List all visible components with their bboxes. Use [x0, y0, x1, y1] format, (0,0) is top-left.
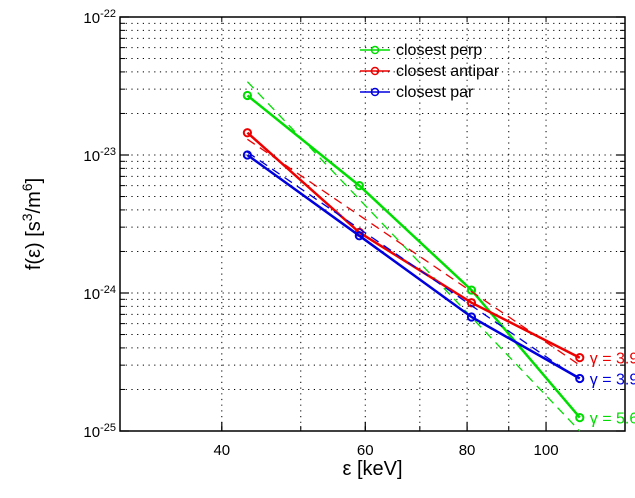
fit-line [247, 138, 581, 366]
data-point [354, 231, 364, 241]
data-point [575, 373, 585, 384]
data-point [466, 285, 477, 295]
data-point [354, 181, 364, 191]
data-point [575, 353, 585, 363]
y-axis-label-end: ] [23, 178, 45, 184]
data-point [242, 150, 252, 160]
x-axis-label: ε [keV] [342, 458, 402, 480]
grid [120, 17, 625, 431]
series [242, 81, 585, 432]
y-tick-base: 10 [83, 424, 100, 441]
y-axis-label: f(ε) [s3/m6] [19, 178, 45, 270]
legend-label: closest par [396, 84, 474, 101]
x-tick-label: 40 [213, 442, 230, 459]
y-axis-label-main: f(ε) [s [23, 221, 45, 270]
y-tick-exponent: -22 [100, 8, 116, 20]
y-tick-exponent: -24 [100, 284, 116, 296]
x-tick-label: 60 [357, 442, 374, 459]
gamma-annotation: γ = 5.6 [590, 411, 635, 428]
data-point [575, 413, 585, 423]
legend: closest perp closest antipar closest par [360, 42, 500, 101]
y-tick-exponent: -23 [100, 146, 116, 158]
data-point [242, 90, 252, 101]
y-tick-base: 10 [83, 10, 100, 27]
y-axis-label-sup2: 6 [19, 183, 35, 191]
legend-label: closest antipar [396, 63, 500, 80]
y-axis-label-mid: /m [23, 191, 45, 213]
data-point [242, 128, 252, 138]
y-tick-base: 10 [83, 148, 100, 165]
y-tick-base: 10 [83, 286, 100, 303]
x-tick-label: 100 [534, 442, 559, 459]
annotations: γ = 5.6 γ = 3.9 γ = 3.9 [590, 351, 635, 428]
fit-line [247, 151, 581, 381]
series-closest-par [242, 150, 585, 384]
y-tick-label: 10-23 [83, 146, 116, 165]
series-closest-perp [242, 81, 585, 432]
y-tick-exponent: -25 [100, 422, 116, 434]
y-axis-label-sup1: 3 [19, 213, 35, 221]
y-tick-label: 10-25 [83, 422, 116, 441]
series-line [246, 94, 581, 419]
legend-label: closest perp [396, 42, 482, 59]
gamma-annotation: γ = 3.9 [590, 351, 635, 368]
data-point [466, 312, 477, 322]
legend-marker [370, 87, 380, 97]
legend-marker [370, 45, 380, 55]
y-tick-label: 10-24 [83, 284, 116, 303]
series-line [246, 153, 581, 380]
gamma-annotation: γ = 3.9 [590, 372, 635, 389]
legend-marker [370, 66, 380, 76]
y-tick-label: 10-22 [83, 8, 116, 27]
series-closest-antipar [242, 128, 585, 366]
plot-frame [119, 16, 626, 432]
x-tick-label: 80 [459, 442, 476, 459]
